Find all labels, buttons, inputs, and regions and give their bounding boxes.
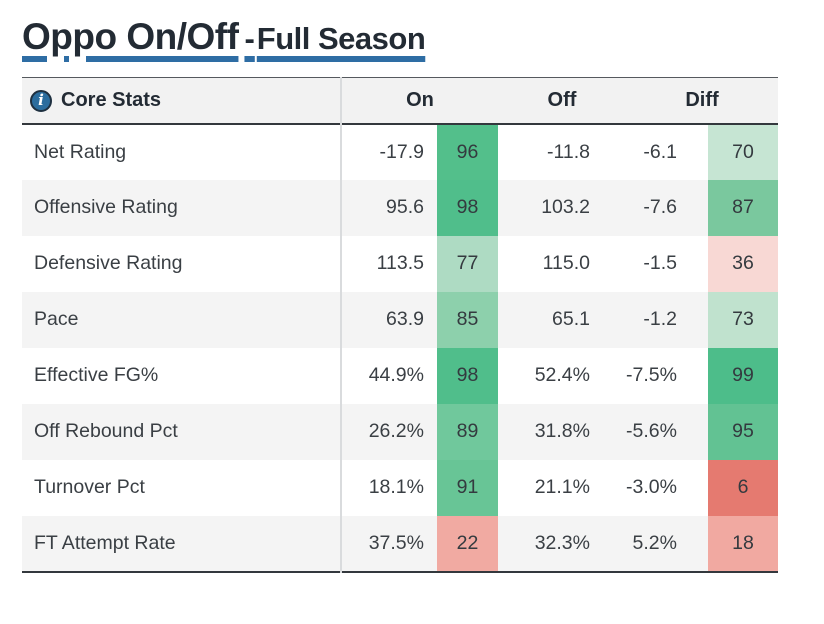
title-separator: -: [244, 21, 255, 56]
on-percentile: 22: [437, 515, 498, 572]
on-percentile: 98: [437, 179, 498, 236]
corner-header-cell: i Core Stats: [22, 78, 341, 124]
column-header-on: On: [340, 77, 498, 124]
off-value: 21.1%: [534, 476, 590, 499]
table-body: Net Rating -17.9 96 -11.8 -6.1 70 Offens…: [22, 123, 779, 572]
core-stats-table: i Core Stats On Off Diff Net Rating -17.…: [22, 77, 779, 573]
on-value: 63.9: [340, 291, 437, 348]
off-value: 31.8%: [534, 420, 590, 443]
table-row: FT Attempt Rate 37.5% 22 32.3% 5.2% 18: [22, 515, 779, 572]
on-value: 37.5%: [340, 515, 437, 572]
diff-percentile: 87: [708, 179, 779, 236]
on-value: 44.9%: [340, 347, 437, 404]
diff-value: 5.2%: [632, 531, 677, 554]
diff-percentile: 18: [708, 515, 779, 572]
table-row: Defensive Rating 113.5 77 115.0 -1.5 36: [22, 235, 779, 292]
stat-label: Off Rebound Pct: [34, 420, 178, 443]
diff-value: -7.5%: [626, 364, 677, 387]
table-row: Effective FG% 44.9% 98 52.4% -7.5% 99: [22, 347, 779, 404]
diff-percentile: 99: [708, 347, 779, 404]
page-title: Oppo On/Off -Full Season: [22, 14, 802, 60]
on-percentile: 89: [437, 403, 498, 460]
stat-label: Turnover Pct: [34, 476, 145, 499]
diff-percentile: 6: [708, 459, 779, 516]
on-percentile: 91: [437, 459, 498, 516]
stat-label: Effective FG%: [34, 364, 159, 387]
on-percentile: 77: [437, 235, 498, 292]
stat-label: Pace: [34, 308, 79, 331]
on-percentile: 98: [437, 347, 498, 404]
title-main: Oppo On/Off: [22, 16, 239, 57]
off-value: 115.0: [542, 252, 590, 275]
table-row: Net Rating -17.9 96 -11.8 -6.1 70: [22, 123, 779, 180]
diff-value: -3.0%: [626, 476, 677, 499]
on-value: 26.2%: [340, 403, 437, 460]
info-icon[interactable]: i: [30, 89, 52, 112]
table-row: Off Rebound Pct 26.2% 89 31.8% -5.6% 95: [22, 403, 779, 460]
off-value: 103.2: [541, 196, 590, 219]
on-percentile: 96: [437, 123, 498, 180]
off-value: 65.1: [552, 308, 590, 331]
on-percentile: 85: [437, 291, 498, 348]
table-header: i Core Stats On Off Diff: [22, 77, 779, 124]
diff-percentile: 36: [708, 235, 779, 292]
table-row: Offensive Rating 95.6 98 103.2 -7.6 87: [22, 179, 779, 236]
diff-value: -1.5: [643, 252, 677, 275]
diff-value: -1.2: [643, 308, 677, 331]
on-value: 113.5: [340, 235, 437, 292]
table-row: Pace 63.9 85 65.1 -1.2 73: [22, 291, 779, 348]
stat-label: Offensive Rating: [34, 196, 178, 219]
column-header-off: Off: [547, 89, 577, 111]
table-row: Turnover Pct 18.1% 91 21.1% -3.0% 6: [22, 459, 779, 516]
on-value: 18.1%: [340, 459, 437, 516]
on-value: 95.6: [340, 179, 437, 236]
diff-value: -7.6: [643, 196, 677, 219]
diff-percentile: 70: [708, 123, 779, 180]
on-value: -17.9: [340, 123, 437, 180]
off-value: 32.3%: [534, 531, 590, 554]
off-value: -11.8: [547, 140, 590, 163]
header-row: i Core Stats On Off Diff: [22, 77, 779, 124]
column-header-diff: Diff: [685, 89, 719, 111]
diff-value: -6.1: [643, 140, 677, 163]
diff-percentile: 95: [708, 403, 779, 460]
stat-label: Net Rating: [34, 140, 127, 163]
title-subtitle: Full Season: [256, 21, 426, 56]
diff-percentile: 73: [708, 291, 779, 348]
page: Oppo On/Off -Full Season i Core Stats On …: [22, 14, 802, 573]
off-value: 52.4%: [534, 364, 590, 387]
stat-label: FT Attempt Rate: [34, 531, 176, 554]
stat-label: Defensive Rating: [34, 252, 183, 275]
diff-value: -5.6%: [626, 420, 677, 443]
corner-header-label: Core Stats: [61, 89, 162, 111]
